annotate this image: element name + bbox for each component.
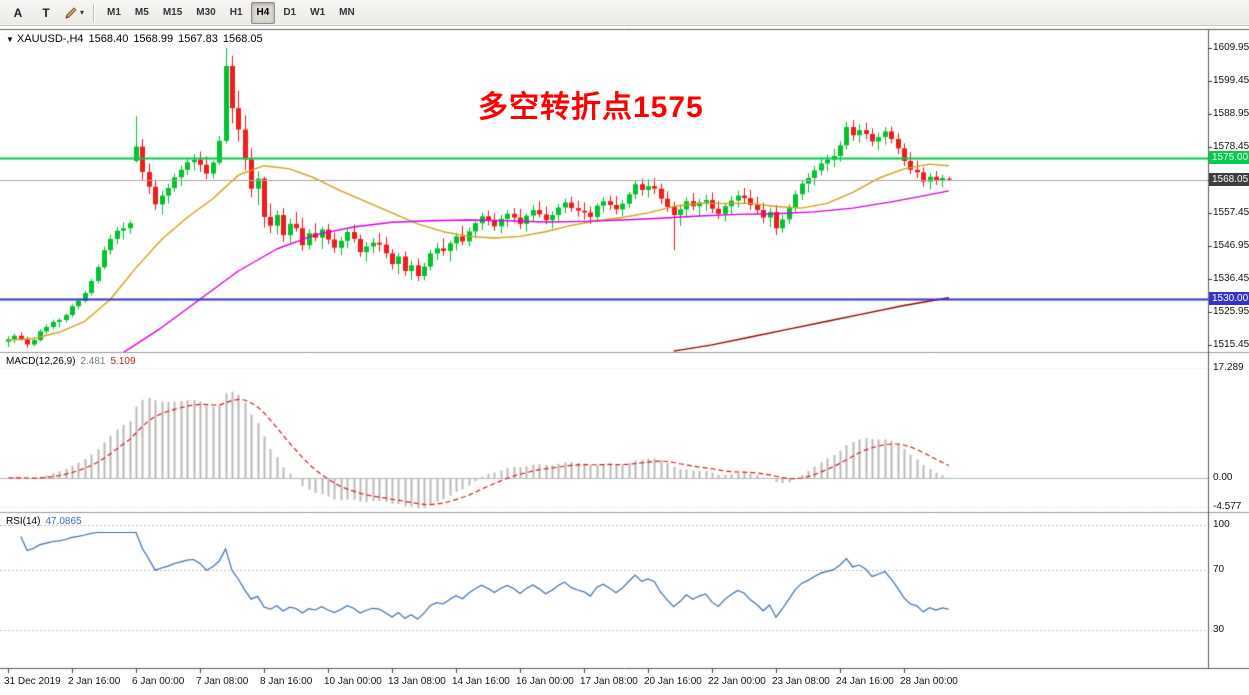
timeframe-button-m5[interactable]: M5 xyxy=(134,6,149,18)
rsi-indicator-label: RSI(14) 47.0865 xyxy=(6,516,87,527)
timeframe-button-m30[interactable]: M30 xyxy=(196,6,216,18)
timeframe-button-h4[interactable]: H4 xyxy=(250,1,276,24)
text-tool-button[interactable]: T xyxy=(33,2,59,24)
toolbar: A T ▾ M1 M5 M15 M30 H1 H4 D1 W1 MN xyxy=(0,0,1249,26)
toolbar-separator xyxy=(93,3,96,22)
timeframe-button-mn[interactable]: MN xyxy=(339,6,355,18)
ohlc-high: 1568.99 xyxy=(133,33,174,45)
symbol-label: XAUUSD-,H4 xyxy=(16,33,84,45)
macd-name: MACD(12,26,9) xyxy=(6,356,76,367)
timeframe-button-m15[interactable]: M15 xyxy=(162,6,183,18)
pencil-icon xyxy=(65,6,77,19)
chart-annotation-text: 多空转折点1575 xyxy=(478,91,704,124)
letter-t-icon: T xyxy=(42,5,50,20)
chart-title: ▼ XAUUSD-,H4 1568.40 1568.99 1567.83 1568.05 xyxy=(6,33,268,45)
draw-color-tool-button[interactable]: ▾ xyxy=(61,2,87,24)
macd-indicator-label: MACD(12,26,9) 2.481 5.109 xyxy=(6,356,141,367)
collapse-arrow-icon[interactable]: ▼ xyxy=(6,35,14,44)
rsi-name: RSI(14) xyxy=(6,516,41,527)
rsi-value: 47.0865 xyxy=(45,516,82,527)
macd-signal-value: 5.109 xyxy=(110,356,136,367)
ohlc-open: 1568.40 xyxy=(88,33,129,45)
timeframe-button-m1[interactable]: M1 xyxy=(107,6,121,18)
timeframe-group: M1 M5 M15 M30 H1 H4 D1 W1 MN xyxy=(100,1,362,24)
ohlc-close: 1568.05 xyxy=(222,33,263,45)
macd-main-value: 2.481 xyxy=(80,356,106,367)
letter-a-icon: A xyxy=(13,5,23,20)
timeframe-button-w1[interactable]: W1 xyxy=(310,6,326,18)
timeframe-button-d1[interactable]: D1 xyxy=(283,6,297,18)
dropdown-caret-icon: ▾ xyxy=(80,8,85,17)
annotation-tool-button[interactable]: A xyxy=(5,2,31,24)
timeframe-button-h1[interactable]: H1 xyxy=(229,6,243,18)
ohlc-low: 1567.83 xyxy=(178,33,218,45)
